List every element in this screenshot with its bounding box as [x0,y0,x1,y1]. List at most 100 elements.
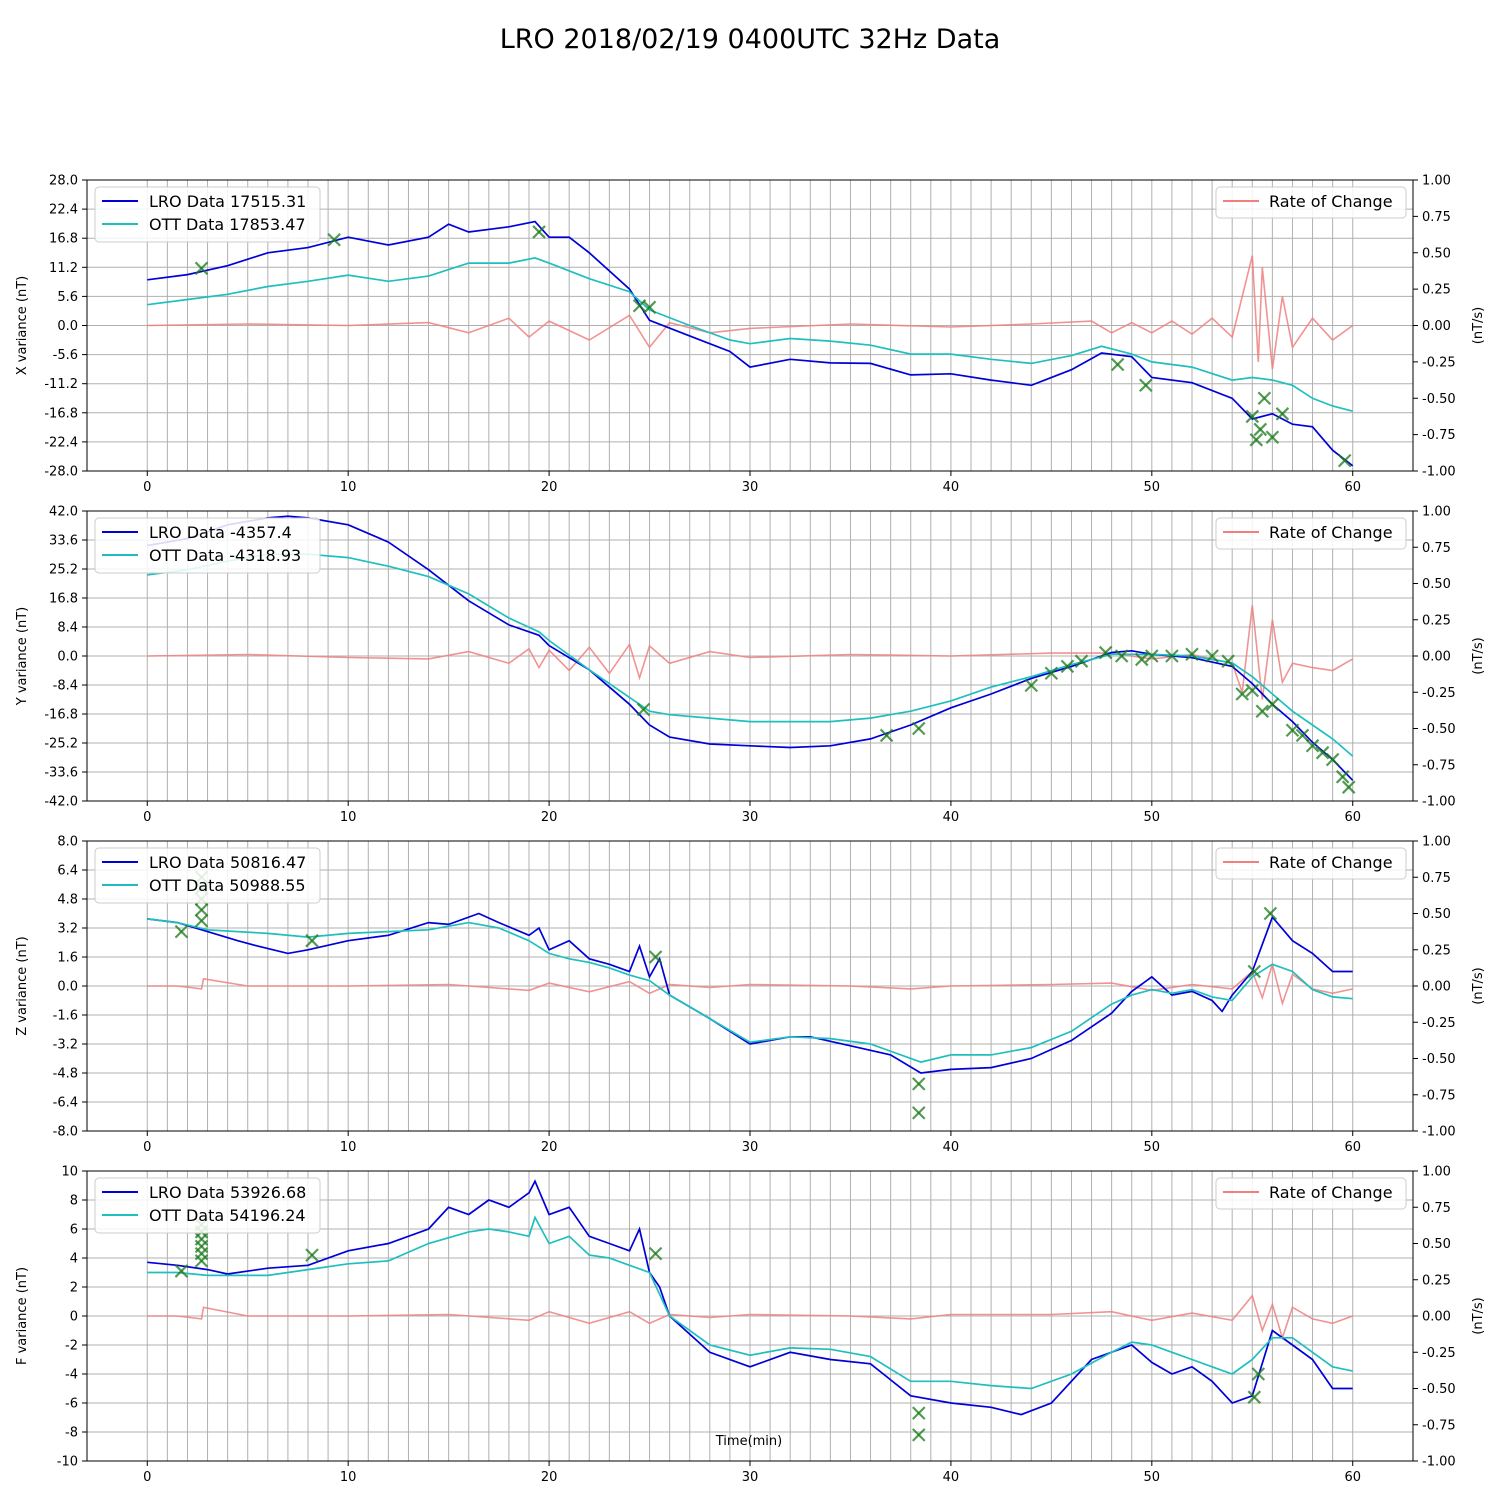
ott-data-line [147,1215,1353,1390]
rate-of-change-line [147,255,1354,370]
y-tick-label: 11.2 [49,261,78,276]
x-tick-label: 0 [143,1140,151,1155]
x-tick-label: 20 [541,1470,558,1485]
event-marker [1341,780,1356,794]
x-tick-label: 30 [742,480,759,495]
event-marker [327,232,341,247]
y-tick-label: -6 [65,1397,78,1412]
y-tick-label: -10 [57,1455,78,1470]
event-marker [1114,649,1129,663]
event-marker [1134,652,1149,667]
y2-tick-label: -0.25 [1422,355,1456,370]
legend-label: OTT Data 50988.55 [149,876,306,895]
legend-right: Rate of Change [1215,517,1407,550]
y2-tick-label: 0.50 [1422,907,1451,922]
event-marker [1265,430,1280,445]
y-tick-label: 2 [70,1281,78,1296]
event-marker [1325,752,1340,767]
event-marker [1247,964,1262,979]
y2-tick-label: 1.00 [1422,1165,1451,1180]
ott-data-line [147,257,1353,413]
event-marker-stroke [911,1428,926,1442]
event-marker-stroke [1245,409,1260,424]
y-tick-label: -8.0 [53,1125,78,1140]
y-tick-label: 0.0 [57,319,78,334]
legend-right: Rate of Change [1215,186,1407,219]
event-marker [1185,647,1199,662]
lro-data-line [147,220,1354,467]
y-tick-label: 0 [70,1310,78,1325]
y-tick-label: 4.8 [57,893,78,908]
event-marker [174,1264,189,1278]
event-marker [1165,649,1179,663]
y2-tick-label: 0.75 [1422,541,1451,556]
event-marker [1205,649,1219,663]
y2-tick-label: 0.25 [1422,943,1451,958]
event-marker [636,702,651,717]
y2-axis-label: (nT/s) [1471,967,1486,1004]
x-tick-label: 20 [541,480,558,495]
x-tick-label: 60 [1344,480,1361,495]
event-marker [1265,697,1280,712]
y-axis-label: X variance (nT) [15,276,30,375]
legend-label: LRO Data 53926.68 [149,1183,306,1202]
legend-label: OTT Data -4318.93 [149,546,301,565]
event-marker-stroke [305,1248,319,1262]
event-marker [1235,687,1250,701]
y-tick-label: -22.4 [44,435,78,450]
y2-tick-label: 0.75 [1422,871,1451,886]
event-marker-stroke [1315,745,1330,760]
y2-tick-label: 0.25 [1422,283,1451,298]
legend-box [1215,186,1407,219]
figure-title: LRO 2018/02/19 0400UTC 32Hz Data [499,24,1001,55]
y-tick-label: 16.8 [49,592,78,607]
panel-1: 0 10 20 30 40 50 60 28.0 22.4 16.8 11.2 5.6 0.0 -5.6 -… [15,174,1486,496]
event-marker-stroke [1263,906,1278,921]
legend-box [94,847,321,904]
event-marker-stroke [1325,752,1340,767]
event-marker-stroke [911,721,926,736]
y2-tick-label: -0.75 [1422,1418,1456,1433]
y-tick-label: -4 [65,1368,78,1383]
event-marker [305,933,319,948]
y-tick-label: 1.6 [57,951,78,966]
y-tick-label: 8 [70,1194,78,1209]
y-axis-label: Y variance (nT) [15,607,30,707]
event-marker [1305,738,1320,753]
y-tick-label: 0.0 [57,980,78,995]
y2-tick-label: 0.00 [1422,319,1451,334]
y2-tick-label: -0.75 [1422,428,1456,443]
y-tick-label: 6.4 [57,864,78,879]
y2-tick-label: -0.25 [1422,1346,1456,1361]
event-marker-stroke [1257,391,1272,406]
event-marker [911,1077,926,1091]
event-marker [1245,683,1260,698]
event-marker [1251,1367,1266,1381]
y-tick-label: 5.6 [57,290,78,305]
y-tick-label: -28.0 [44,465,78,480]
x-tick-label: 0 [143,480,151,495]
event-marker-stroke [1251,1367,1266,1381]
y-tick-label: -11.2 [44,377,78,392]
y2-tick-label: 0.00 [1422,1310,1451,1325]
legend-label: OTT Data 54196.24 [149,1206,306,1225]
event-marker-stroke [1134,652,1149,667]
event-marker [911,1406,926,1420]
event-marker-stroke [1185,647,1199,662]
y-tick-label: 4 [70,1252,78,1267]
event-marker-stroke [648,1246,663,1261]
event-marker [1245,409,1260,424]
event-marker [1295,728,1310,743]
legend-label: LRO Data -4357.4 [149,523,292,542]
event-marker [194,903,209,917]
x-tick-label: 30 [742,1140,759,1155]
event-marker [1110,357,1125,372]
event-marker-stroke [1074,654,1089,668]
y2-tick-label: 0.75 [1422,210,1451,225]
legend-box [94,1177,321,1234]
legend-label: Rate of Change [1269,192,1393,211]
y-tick-label: -4.8 [53,1067,78,1082]
y2-tick-label: -0.25 [1422,686,1456,701]
y2-tick-label: -0.75 [1422,1088,1456,1103]
